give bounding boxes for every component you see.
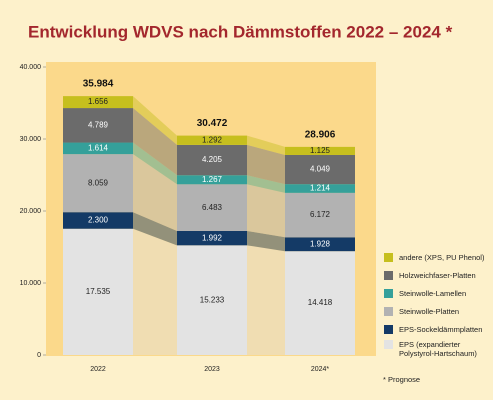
connector-band (247, 245, 285, 355)
legend-swatch (384, 289, 393, 298)
data-label: 14.418 (308, 298, 333, 307)
data-label: 4.789 (88, 120, 109, 129)
data-label: 1.292 (202, 135, 223, 144)
legend-swatch (384, 271, 393, 280)
legend-label: EPS (expandierter Polystyrol-Hartschaum) (399, 340, 477, 358)
chart-title: Entwicklung WDVS nach Dämmstoffen 2022 –… (28, 22, 453, 41)
bar-segment (177, 135, 247, 145)
x-tick-label: 2022 (90, 366, 106, 373)
legend-swatch (384, 340, 393, 349)
data-label: 15.233 (200, 295, 225, 304)
connector-band (247, 144, 285, 185)
bar-segment (63, 96, 133, 109)
data-label: 1.214 (310, 184, 331, 193)
data-label: 4.205 (202, 155, 223, 164)
y-tick-label: 20.000 (20, 208, 42, 215)
connector-band (133, 154, 177, 231)
footnote: * Prognose (383, 375, 420, 384)
data-label: 4.049 (310, 165, 331, 174)
total-label: 30.472 (197, 118, 228, 129)
connector-band (133, 212, 177, 246)
bar-segment (285, 154, 355, 185)
data-label: 1.614 (88, 143, 109, 152)
bar-segment (63, 228, 133, 355)
connector-band (133, 96, 177, 145)
connector-band (133, 142, 177, 185)
total-label: 28.906 (305, 130, 336, 141)
total-label: 35.984 (83, 79, 114, 90)
y-tick-label: 30.000 (20, 136, 42, 143)
legend-label: Holzweichfaser-Platten (399, 271, 476, 280)
data-label: 8.059 (88, 178, 109, 187)
bar-segment (177, 144, 247, 176)
bar-segment (177, 175, 247, 185)
bar-segment (63, 142, 133, 155)
bar-segment (63, 154, 133, 213)
legend-swatch (384, 325, 393, 334)
x-tick-label: 2024* (311, 366, 330, 373)
legend-label: EPS-Sockeldämmplatten (399, 325, 483, 334)
data-label: 1.125 (310, 146, 331, 155)
bar-segment (285, 192, 355, 238)
connector-band (247, 184, 285, 238)
data-label: 17.535 (86, 287, 111, 296)
data-label: 6.172 (310, 210, 331, 219)
connector-band (133, 228, 177, 355)
data-label: 2.300 (88, 216, 109, 225)
y-tick-label: 40.000 (20, 64, 42, 71)
data-label: 6.483 (202, 203, 223, 212)
connector-band (247, 175, 285, 193)
bar-segment (285, 146, 355, 155)
legend-label: Steinwolle-Platten (399, 307, 460, 316)
bar-segment (177, 230, 247, 246)
data-label: 1.992 (202, 233, 223, 242)
data-label: 1.267 (202, 175, 223, 184)
legend-swatch (384, 307, 393, 316)
connector-band (133, 108, 177, 176)
y-tick-label: 10.000 (20, 280, 42, 287)
data-label: 1.656 (88, 97, 109, 106)
bar-segment (285, 251, 355, 355)
bar-segment (63, 108, 133, 143)
connector-band (247, 230, 285, 252)
bar-segment (285, 237, 355, 252)
legend-label: andere (XPS, PU Phenol) (399, 253, 485, 262)
data-label: 1.928 (310, 239, 331, 248)
y-tick-label: 0 (37, 352, 41, 359)
bar-segment (285, 184, 355, 193)
bar-segment (177, 245, 247, 355)
bar-segment (63, 212, 133, 229)
connector-band (247, 135, 285, 155)
x-tick-label: 2023 (204, 366, 220, 373)
bar-segment (177, 184, 247, 231)
legend-swatch (384, 253, 393, 262)
legend-label: Steinwolle-Lamellen (399, 289, 467, 298)
